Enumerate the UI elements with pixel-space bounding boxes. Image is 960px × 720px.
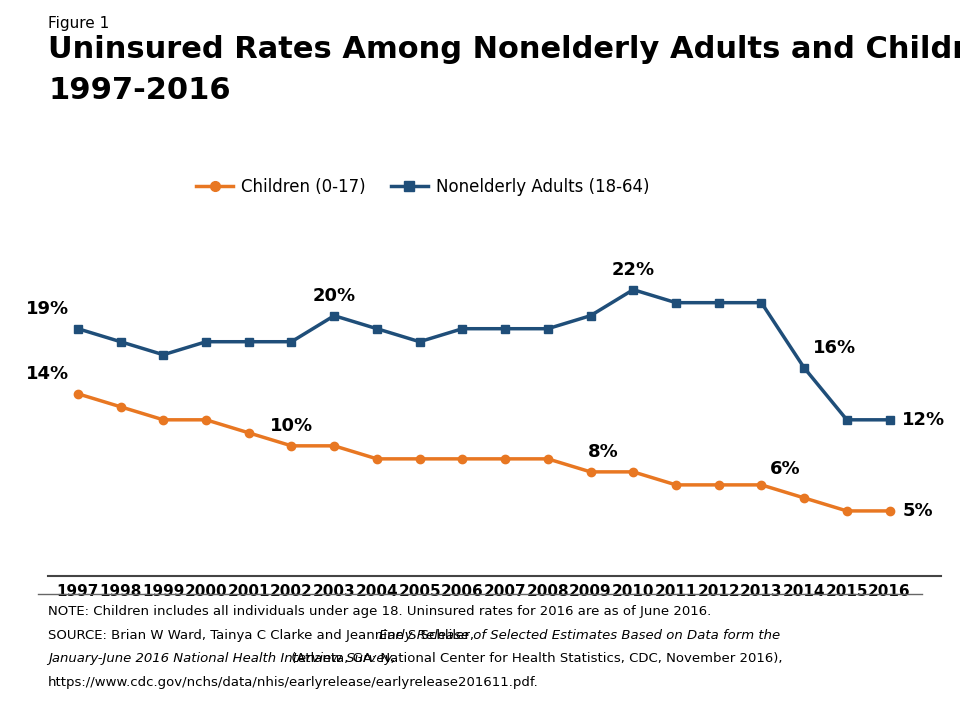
Text: 1997-2016: 1997-2016 — [48, 76, 230, 104]
Text: FOUNDATION: FOUNDATION — [833, 679, 901, 689]
Text: 20%: 20% — [313, 287, 356, 305]
Text: KAISER: KAISER — [828, 634, 907, 654]
Text: Figure 1: Figure 1 — [48, 16, 109, 31]
Text: January-June 2016 National Health Interview Survey,: January-June 2016 National Health Interv… — [48, 652, 396, 665]
Text: SOURCE: Brian W Ward, Tainya C Clarke and Jeannine S Schliler,: SOURCE: Brian W Ward, Tainya C Clarke an… — [48, 629, 478, 642]
Text: 5%: 5% — [902, 502, 933, 520]
Text: 19%: 19% — [26, 300, 69, 318]
Text: 14%: 14% — [26, 365, 69, 383]
Text: 10%: 10% — [270, 418, 313, 436]
Text: Uninsured Rates Among Nonelderly Adults and Children,: Uninsured Rates Among Nonelderly Adults … — [48, 35, 960, 63]
Text: 16%: 16% — [813, 339, 855, 357]
Text: THE HENRY J.: THE HENRY J. — [838, 616, 897, 624]
Text: NOTE: Children includes all individuals under age 18. Uninsured rates for 2016 a: NOTE: Children includes all individuals … — [48, 605, 711, 618]
Text: 12%: 12% — [902, 411, 946, 429]
Text: https://www.cdc.gov/nchs/data/nhis/earlyrelease/earlyrelease201611.pdf.: https://www.cdc.gov/nchs/data/nhis/early… — [48, 676, 539, 689]
Text: 6%: 6% — [770, 460, 801, 478]
Text: FAMILY: FAMILY — [829, 657, 905, 675]
Legend: Children (0-17), Nonelderly Adults (18-64): Children (0-17), Nonelderly Adults (18-6… — [190, 171, 657, 203]
Text: 22%: 22% — [612, 261, 655, 279]
Text: Early Release of Selected Estimates Based on Data form the: Early Release of Selected Estimates Base… — [379, 629, 780, 642]
Text: (Atlanta, GA: National Center for Health Statistics, CDC, November 2016),: (Atlanta, GA: National Center for Health… — [287, 652, 782, 665]
Text: 8%: 8% — [588, 444, 618, 462]
